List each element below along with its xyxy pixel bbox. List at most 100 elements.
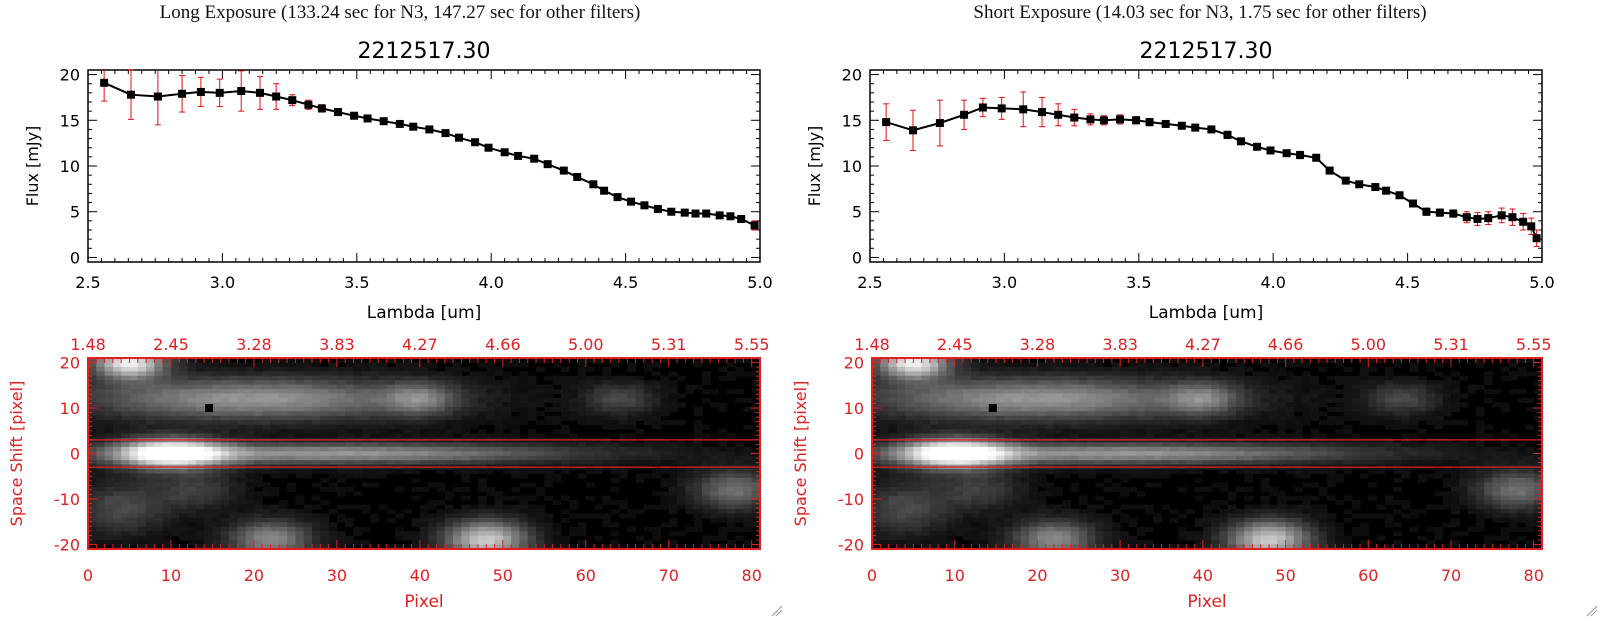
image-pixel <box>1326 442 1336 448</box>
image-pixel <box>187 429 197 435</box>
image-pixel <box>195 393 205 399</box>
shift-tick-label: 20 <box>60 354 80 373</box>
image-pixel <box>104 535 114 541</box>
image-pixel <box>403 531 413 537</box>
image-pixel <box>743 526 753 532</box>
image-pixel <box>1492 389 1502 395</box>
image-pixel <box>394 535 404 541</box>
image-pixel <box>303 540 313 546</box>
image-pixel <box>336 375 346 381</box>
image-pixel <box>220 420 230 426</box>
image-pixel <box>245 375 255 381</box>
image-pixel <box>1235 402 1245 408</box>
image-pixel <box>453 535 462 541</box>
image-pixel <box>888 411 898 417</box>
image-pixel <box>996 424 1005 430</box>
image-pixel <box>137 415 147 421</box>
image-pixel <box>1227 397 1237 404</box>
image-pixel <box>872 406 881 412</box>
image-pixel <box>162 371 172 377</box>
image-pixel <box>1103 397 1113 404</box>
image-pixel <box>121 393 131 399</box>
image-pixel <box>245 429 255 435</box>
image-pixel <box>220 522 230 528</box>
image-pixel <box>602 380 612 386</box>
image-pixel <box>710 469 720 475</box>
image-pixel <box>411 375 421 381</box>
image-pixel <box>1409 397 1419 404</box>
image-pixel <box>610 442 620 448</box>
image-pixel <box>96 544 106 550</box>
image-pixel <box>1153 397 1163 404</box>
image-pixel <box>295 544 305 550</box>
pixel-tick-label: 30 <box>327 566 347 585</box>
image-pixel <box>245 482 255 488</box>
image-pixel <box>929 420 939 426</box>
image-pixel <box>195 531 205 537</box>
image-pixel <box>353 397 363 404</box>
image-pixel <box>1360 384 1369 390</box>
image-pixel <box>204 526 214 532</box>
image-pixel <box>187 433 197 439</box>
image-pixel <box>1360 397 1369 404</box>
image-pixel <box>486 420 496 426</box>
image-pixel <box>1269 420 1278 426</box>
image-pixel <box>486 504 496 510</box>
image-pixel <box>987 429 997 435</box>
image-pixel <box>913 424 923 430</box>
image-pixel <box>502 446 512 452</box>
image-pixel <box>1277 358 1287 364</box>
image-pixel <box>121 482 131 488</box>
image-pixel <box>229 522 238 528</box>
image-pixel <box>220 544 230 550</box>
image-pixel <box>511 451 521 457</box>
image-pixel <box>1426 420 1436 426</box>
image-pixel <box>618 504 628 510</box>
image-pixel <box>1045 406 1055 412</box>
image-pixel <box>962 420 972 426</box>
image-pixel <box>1252 375 1262 381</box>
image-pixel <box>195 433 205 439</box>
image-pixel <box>1144 362 1154 368</box>
image-pixel <box>954 415 964 421</box>
image-pixel <box>262 455 272 461</box>
image-pixel <box>486 362 496 368</box>
image-pixel <box>486 522 496 528</box>
image-pixel <box>1169 433 1179 439</box>
image-pixel <box>378 429 388 435</box>
image-pixel <box>88 455 97 461</box>
image-pixel <box>278 437 288 443</box>
image-pixel <box>652 380 662 386</box>
image-pixel <box>1144 420 1154 426</box>
image-pixel <box>88 437 97 443</box>
image-pixel <box>971 446 981 452</box>
image-pixel <box>610 406 620 412</box>
image-pixel <box>162 437 172 443</box>
image-pixel <box>121 491 131 497</box>
image-pixel <box>971 380 981 386</box>
image-pixel <box>370 429 379 435</box>
image-pixel <box>502 517 512 523</box>
image-pixel <box>1318 393 1328 399</box>
image-pixel <box>1260 433 1270 439</box>
image-pixel <box>896 402 906 408</box>
image-pixel <box>987 411 997 417</box>
image-pixel <box>1269 415 1278 421</box>
image-pixel <box>278 433 288 439</box>
image-pixel <box>519 504 529 510</box>
image-pixel <box>536 433 545 439</box>
image-pixel <box>511 540 521 546</box>
image-pixel <box>1310 415 1320 421</box>
image-pixel <box>494 517 504 523</box>
image-pixel <box>743 482 753 488</box>
image-pixel <box>1475 433 1485 439</box>
image-pixel <box>693 495 703 501</box>
image-pixel <box>129 446 139 452</box>
image-pixel <box>1178 411 1187 417</box>
image-pixel <box>220 380 230 386</box>
image-pixel <box>403 411 413 417</box>
image-pixel <box>921 371 931 377</box>
image-pixel <box>519 531 529 537</box>
image-pixel <box>544 469 554 475</box>
image-pixel <box>502 437 512 443</box>
